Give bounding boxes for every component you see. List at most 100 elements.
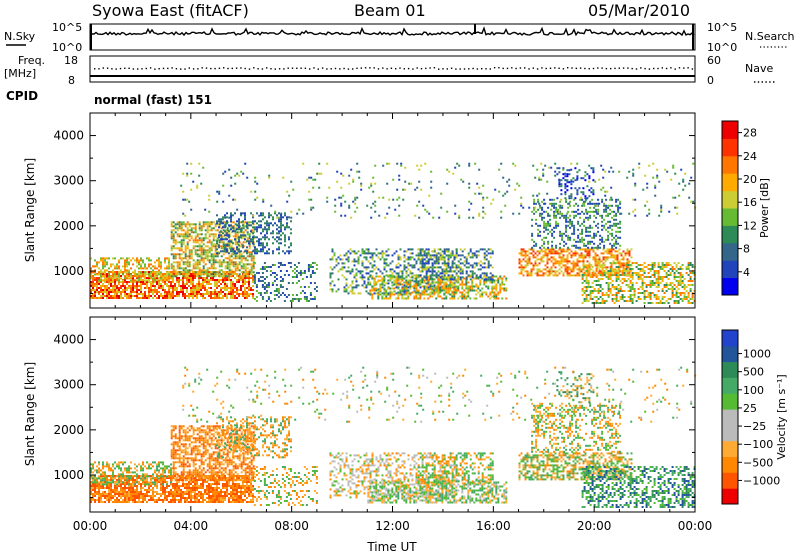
echo-cell: [214, 285, 216, 287]
echo-cell: [505, 297, 508, 300]
echo-cell: [467, 285, 470, 288]
echo-cell: [437, 266, 440, 269]
echo-cell: [222, 243, 225, 246]
echo-cell: [120, 271, 122, 274]
echo-cell: [337, 270, 340, 273]
echo-cell: [206, 231, 209, 234]
echo-cell: [395, 297, 398, 300]
echo-cell: [174, 275, 177, 278]
echo-cell: [562, 177, 565, 180]
echo-cell: [164, 273, 166, 275]
echo-cell: [94, 277, 96, 279]
echo-cell: [536, 264, 539, 267]
echo-cell: [379, 258, 382, 261]
echo-cell: [244, 216, 246, 219]
echo-cell: [228, 267, 231, 270]
echo-cell: [612, 268, 615, 271]
echo-cell: [182, 295, 184, 297]
nave-dot: [218, 67, 221, 69]
echo-cell: [122, 283, 124, 285]
echo-cell: [419, 254, 422, 257]
echo-cell: [447, 276, 450, 279]
echo-cell: [532, 250, 535, 253]
echo-cell: [647, 268, 650, 270]
echo-cell: [230, 216, 232, 219]
echo-cell: [126, 289, 128, 291]
echo-cell: [355, 272, 358, 275]
echo-cell: [299, 292, 302, 294]
echo-cell: [489, 281, 492, 284]
echo-cell: [309, 264, 312, 266]
echo-cell: [287, 294, 290, 296]
echo-cell: [560, 183, 563, 186]
echo-cell: [218, 261, 221, 264]
echo-cell: [124, 279, 126, 281]
echo-cell: [597, 244, 600, 247]
echo-cell: [226, 265, 229, 268]
echo-cell: [437, 258, 440, 261]
echo-cell: [451, 260, 454, 263]
echo-cell: [309, 292, 312, 294]
echo-cell: [443, 277, 446, 280]
echo-cell: [566, 248, 569, 251]
echo-cell: [331, 250, 334, 253]
echo-cell: [407, 279, 410, 282]
nave-dot: [145, 67, 147, 70]
echo-cell: [619, 212, 622, 215]
echo-cell: [593, 234, 596, 237]
echo-cell: [643, 270, 646, 272]
echo-cell: [520, 248, 523, 251]
echo-cell: [603, 226, 606, 229]
echo-cell: [439, 289, 442, 292]
echo-cell: [389, 270, 392, 273]
echo-cell: [212, 235, 215, 238]
echo-cell: [522, 258, 525, 261]
echo-cell: [158, 279, 160, 282]
echo-cell: [182, 251, 185, 254]
echo-cell: [433, 289, 436, 292]
echo-cell: [268, 224, 270, 227]
echo-cell: [411, 256, 414, 259]
echo-cell: [210, 221, 213, 224]
echo-cell: [166, 291, 168, 293]
echo-cell: [278, 220, 280, 223]
echo-cell: [543, 216, 546, 219]
echo-cell: [445, 266, 448, 269]
echo-cell: [182, 267, 185, 270]
echo-cell: [419, 286, 422, 289]
echo-cell: [399, 258, 402, 261]
nave-dot: [296, 67, 298, 69]
echo-cell: [144, 281, 146, 283]
echo-cell: [597, 198, 600, 201]
echo-cell: [611, 284, 614, 286]
echo-cell: [441, 256, 444, 259]
echo-cell: [220, 269, 223, 272]
echo-cell: [240, 234, 242, 237]
echo-cell: [445, 285, 448, 288]
echo-cell: [236, 248, 238, 251]
echo-cell: [625, 280, 628, 282]
echo-cell: [136, 281, 138, 283]
echo-cell: [238, 226, 240, 229]
echo-cell: [194, 291, 196, 293]
echo-cell: [234, 287, 236, 289]
echo-cell: [625, 274, 628, 276]
echo-cell: [357, 250, 360, 253]
echo-cell: [184, 255, 187, 258]
echo-cell: [104, 269, 106, 272]
echo-cell: [242, 295, 244, 297]
echo-cell: [605, 198, 608, 201]
echo-cell: [445, 264, 448, 267]
echo-cell: [190, 275, 192, 277]
echo-cell: [278, 226, 280, 229]
echo-cell: [437, 260, 440, 263]
echo-cell: [578, 169, 581, 172]
echo-cell: [473, 266, 476, 269]
echo-cell: [566, 274, 569, 277]
echo-cell: [250, 289, 252, 291]
echo-cell: [260, 220, 262, 223]
echo-cell: [136, 277, 138, 279]
echo-cell: [605, 206, 608, 209]
echo-cell: [309, 274, 312, 276]
echo-cell: [522, 248, 525, 251]
